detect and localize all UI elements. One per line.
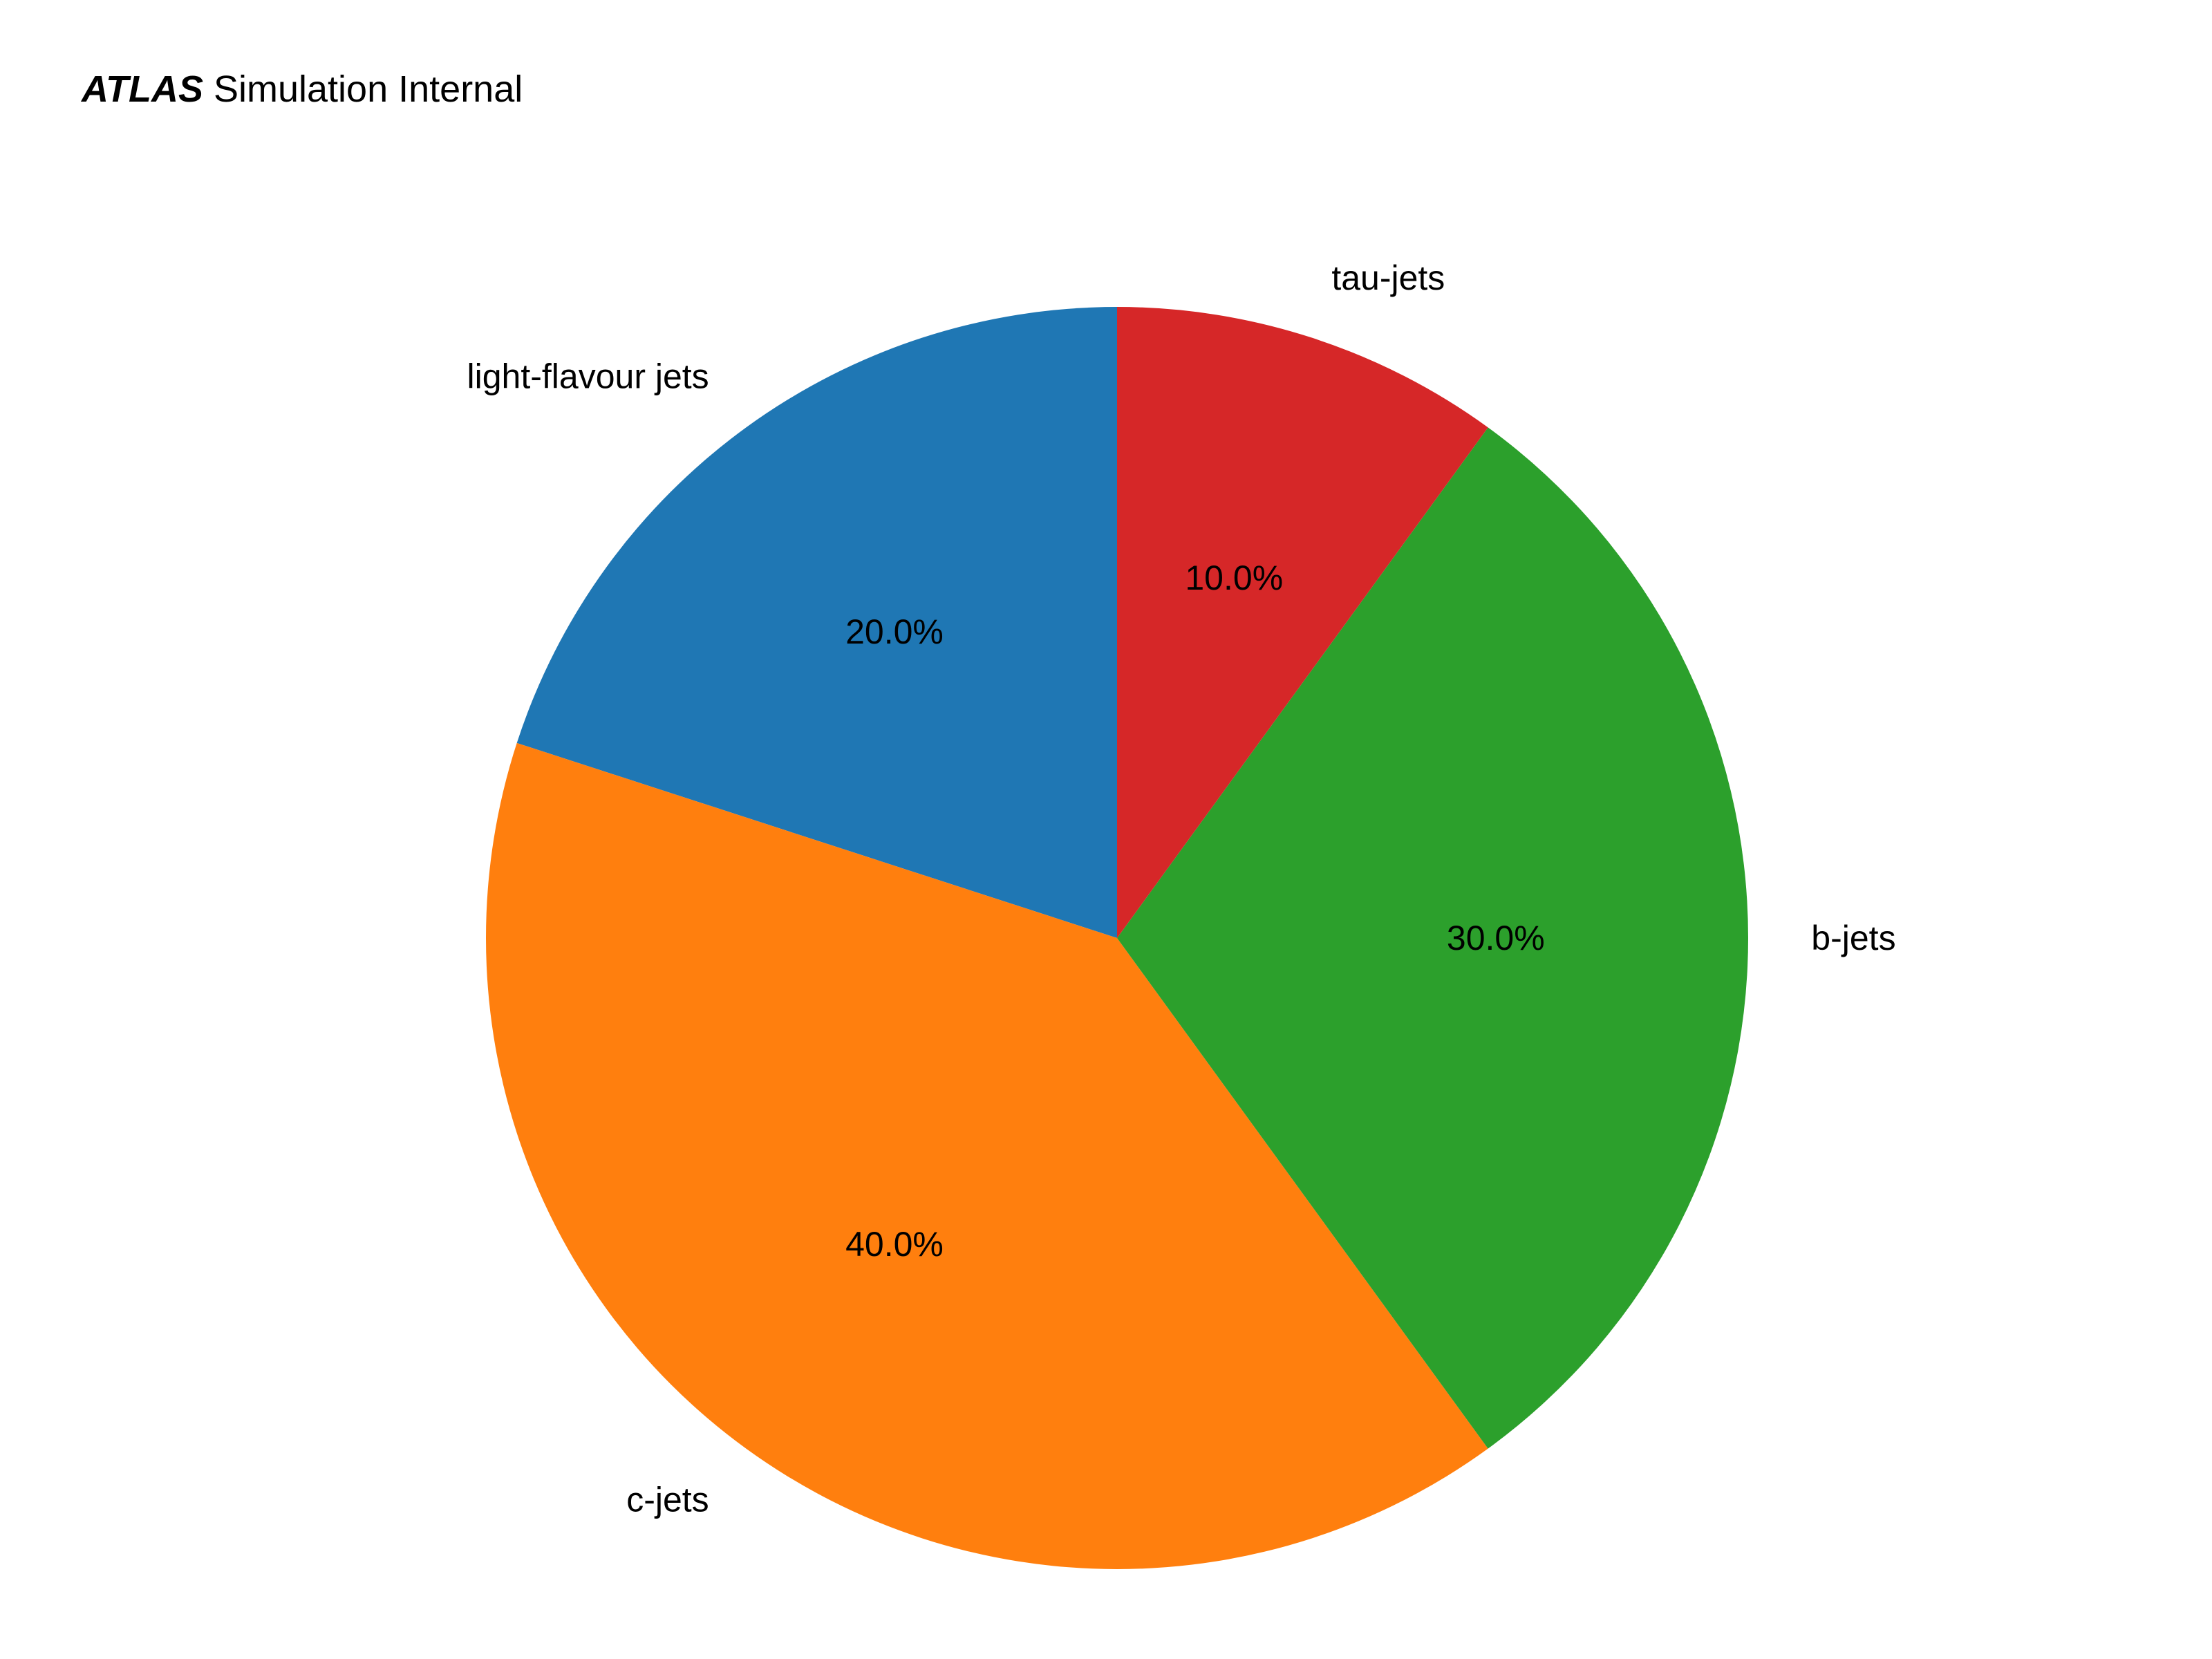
pie-slice-tau-jets xyxy=(1117,307,1488,938)
pie-pct-label-c-jets: 40.0% xyxy=(845,1225,944,1264)
pie-slice-light-flavour-jets xyxy=(516,307,1117,938)
pie-slice-label-light-flavour-jets: light-flavour jets xyxy=(467,357,709,396)
pie-slice-c-jets xyxy=(485,742,1488,1570)
pie-pct-label-light-flavour-jets: 20.0% xyxy=(845,612,944,651)
pie-labels: 20.0% light-flavour jets 40.0% c-jets 30.0% b… xyxy=(467,259,1896,1519)
pie-pct-label-b-jets: 30.0% xyxy=(1447,919,1545,957)
pie-slice-label-b-jets: b-jets xyxy=(1811,919,1895,957)
experiment-label: ATLAS xyxy=(82,68,203,110)
pie-slice-label-tau-jets: tau-jets xyxy=(1331,259,1445,297)
pie-pct-label-tau-jets: 10.0% xyxy=(1185,559,1283,597)
pie-slice-b-jets xyxy=(1117,427,1749,1449)
status-label: Simulation Internal xyxy=(214,68,523,110)
atlas-header: ATLAS Simulation Internal xyxy=(82,68,523,111)
pie-slice-label-c-jets: c-jets xyxy=(626,1480,709,1519)
pie-slices xyxy=(485,307,1749,1570)
